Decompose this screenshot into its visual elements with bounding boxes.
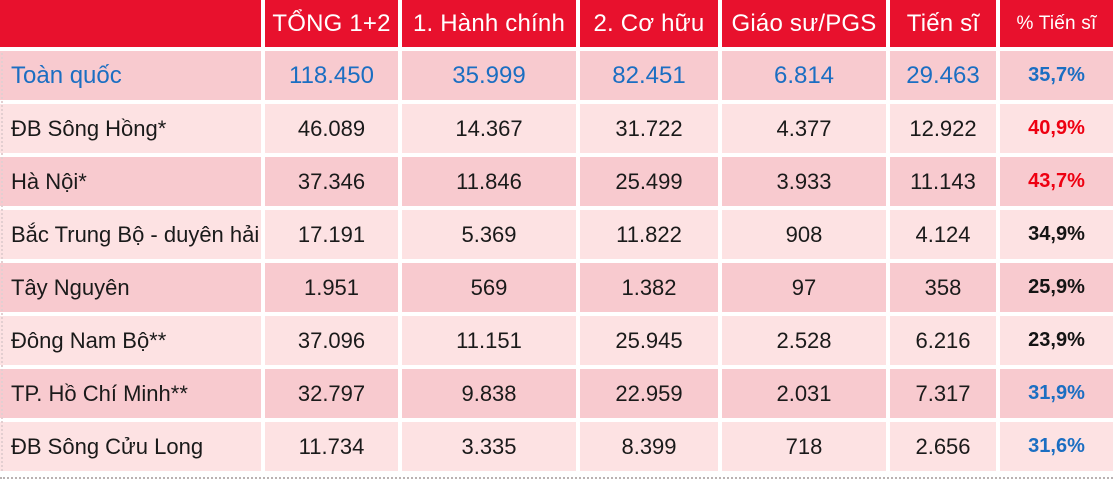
col-header-tien-si: Tiến sĩ <box>890 0 996 47</box>
cell-value: 25.945 <box>580 316 718 365</box>
cell-value: 14.367 <box>402 104 576 153</box>
placeholder-bottom-dotted-border <box>0 477 1113 479</box>
cell-value: 46.089 <box>265 104 398 153</box>
region-label: Toàn quốc <box>0 51 261 100</box>
cell-value: 569 <box>402 263 576 312</box>
cell-value: 22.959 <box>580 369 718 418</box>
cell-value: 6.216 <box>890 316 996 365</box>
cell-value: 12.922 <box>890 104 996 153</box>
pct-value: 31,6% <box>1000 422 1113 471</box>
pct-value: 34,9% <box>1000 210 1113 259</box>
pct-value: 43,7% <box>1000 157 1113 206</box>
pct-value: 31,9% <box>1000 369 1113 418</box>
region-label: Đông Nam Bộ** <box>0 316 261 365</box>
cell-value: 118.450 <box>265 51 398 100</box>
cell-value: 11.846 <box>402 157 576 206</box>
cell-value: 2.528 <box>722 316 886 365</box>
cell-value: 17.191 <box>265 210 398 259</box>
cell-value: 2.656 <box>890 422 996 471</box>
region-label: Tây Nguyên <box>0 263 261 312</box>
cell-value: 37.096 <box>265 316 398 365</box>
col-header-pct-tien-si: % Tiến sĩ <box>1000 0 1113 47</box>
col-header-giao-su-pgs: Giáo sư/PGS <box>722 0 886 47</box>
cell-value: 4.124 <box>890 210 996 259</box>
region-label: ĐB Sông Cửu Long <box>0 422 261 471</box>
cell-value: 6.814 <box>722 51 886 100</box>
cell-value: 8.399 <box>580 422 718 471</box>
col-header-hanh-chinh: 1. Hành chính <box>402 0 576 47</box>
cell-value: 908 <box>722 210 886 259</box>
cell-value: 25.499 <box>580 157 718 206</box>
cell-value: 82.451 <box>580 51 718 100</box>
col-header-co-huu: 2. Cơ hữu <box>580 0 718 47</box>
cell-value: 358 <box>890 263 996 312</box>
col-header-tong-1-2: TỔNG 1+2 <box>265 0 398 47</box>
cell-value: 718 <box>722 422 886 471</box>
region-label: Bắc Trung Bộ - duyên hải <box>0 210 261 259</box>
cell-value: 11.822 <box>580 210 718 259</box>
cell-value: 35.999 <box>402 51 576 100</box>
cell-value: 4.377 <box>722 104 886 153</box>
header-empty-cell <box>0 0 261 47</box>
cell-value: 31.722 <box>580 104 718 153</box>
cell-value: 32.797 <box>265 369 398 418</box>
cell-value: 7.317 <box>890 369 996 418</box>
cell-value: 3.335 <box>402 422 576 471</box>
cell-value: 1.951 <box>265 263 398 312</box>
regions-staffing-table: TỔNG 1+2 1. Hành chính 2. Cơ hữu Giáo sư… <box>0 0 1113 471</box>
cell-value: 11.151 <box>402 316 576 365</box>
cell-value: 3.933 <box>722 157 886 206</box>
cell-value: 2.031 <box>722 369 886 418</box>
cell-value: 11.734 <box>265 422 398 471</box>
cell-value: 9.838 <box>402 369 576 418</box>
pct-value: 40,9% <box>1000 104 1113 153</box>
cell-value: 1.382 <box>580 263 718 312</box>
region-label: TP. Hồ Chí Minh** <box>0 369 261 418</box>
placeholder-left-dotted-border <box>1 53 3 471</box>
region-label: ĐB Sông Hồng* <box>0 104 261 153</box>
cell-value: 29.463 <box>890 51 996 100</box>
region-label: Hà Nội* <box>0 157 261 206</box>
pct-value: 23,9% <box>1000 316 1113 365</box>
cell-value: 11.143 <box>890 157 996 206</box>
cell-value: 37.346 <box>265 157 398 206</box>
cell-value: 5.369 <box>402 210 576 259</box>
pct-value: 35,7% <box>1000 51 1113 100</box>
cell-value: 97 <box>722 263 886 312</box>
pct-value: 25,9% <box>1000 263 1113 312</box>
